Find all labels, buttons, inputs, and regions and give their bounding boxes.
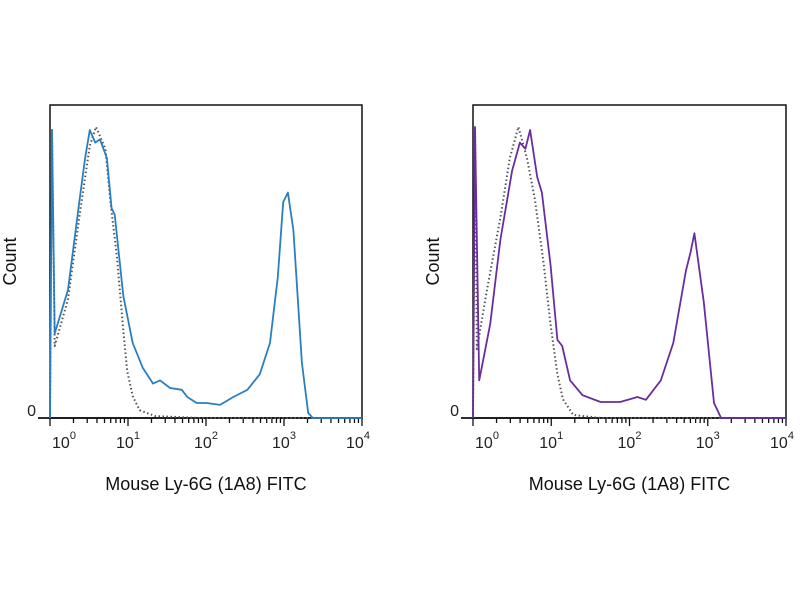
y-tick-label: 0 xyxy=(450,403,459,420)
y-axis-title: Count xyxy=(423,237,443,285)
stained-histogram-line xyxy=(472,126,786,419)
y-axis-title: Count xyxy=(0,237,20,285)
y-tick-label: 0 xyxy=(27,403,36,420)
x-tick-label: 101 xyxy=(116,430,140,452)
x-tick-label: 104 xyxy=(770,430,794,452)
histogram-panel-2: 100 101 102 103 104 0 Count Mouse Ly-6G (1A8) F… xyxy=(423,104,794,494)
control-histogram-line xyxy=(49,125,362,419)
x-tick-label: 104 xyxy=(346,430,370,452)
x-tick-label: 103 xyxy=(272,430,296,452)
x-tick-label: 100 xyxy=(475,430,499,452)
x-tick-label: 100 xyxy=(52,430,76,452)
plot-frame xyxy=(49,104,363,419)
x-axis-title: Mouse Ly-6G (1A8) FITC xyxy=(105,474,306,494)
x-tick-label: 102 xyxy=(194,430,218,452)
stained-histogram-line xyxy=(49,129,362,419)
x-tick-label: 103 xyxy=(696,430,720,452)
x-tick-label: 101 xyxy=(539,430,563,452)
plot-frame xyxy=(472,104,787,419)
x-axis-title: Mouse Ly-6G (1A8) FITC xyxy=(529,474,730,494)
control-histogram-line xyxy=(472,125,786,419)
x-tick-label: 102 xyxy=(618,430,642,452)
histogram-panel-1: 100 101 102 103 104 0 Count Mouse Ly-6G (1A8) F… xyxy=(0,104,370,494)
